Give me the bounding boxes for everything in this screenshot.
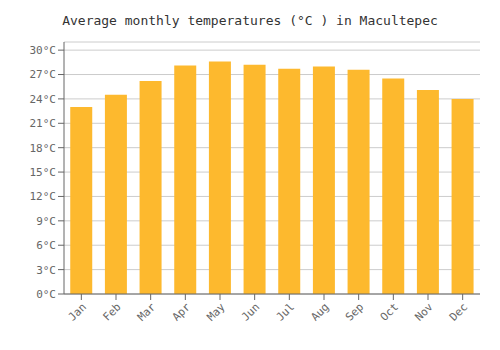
svg-text:Dec: Dec	[447, 300, 470, 323]
svg-text:0°C: 0°C	[36, 288, 56, 301]
svg-text:Jan: Jan	[66, 300, 89, 323]
svg-text:Mar: Mar	[135, 300, 159, 324]
svg-text:Jul: Jul	[274, 300, 297, 323]
svg-text:24°C: 24°C	[30, 93, 57, 106]
svg-text:Aug: Aug	[308, 300, 331, 323]
svg-text:Sep: Sep	[343, 300, 366, 323]
svg-text:9°C: 9°C	[36, 215, 56, 228]
svg-text:27°C: 27°C	[30, 68, 57, 81]
svg-text:15°C: 15°C	[30, 166, 57, 179]
html-text:Average monthly temperatures (: Average monthly temperatures (°C ) in Ma…	[62, 13, 438, 28]
svg-text:18°C: 18°C	[30, 142, 57, 155]
svg-text:21°C: 21°C	[30, 117, 57, 130]
svg-text:Apr: Apr	[170, 300, 194, 324]
svg-text:12°C: 12°C	[30, 190, 57, 203]
svg-text:Jun: Jun	[239, 300, 262, 323]
svg-text:Oct: Oct	[378, 300, 401, 323]
svg-text:3°C: 3°C	[36, 264, 56, 277]
svg-text:6°C: 6°C	[36, 239, 56, 252]
svg-text:Nov: Nov	[412, 300, 436, 324]
svg-text:Feb: Feb	[100, 300, 123, 323]
svg-text:May: May	[204, 300, 228, 324]
svg-text:30°C: 30°C	[30, 44, 57, 57]
